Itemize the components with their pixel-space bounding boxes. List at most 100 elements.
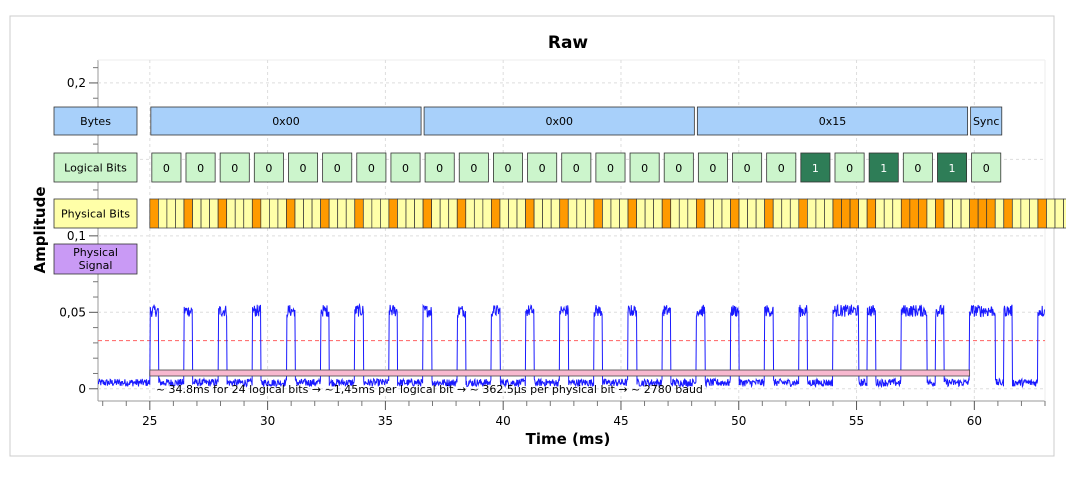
logical-bit-box — [834, 152, 865, 183]
logical-bit-label: 0 — [607, 162, 614, 175]
physical-bit-box — [405, 198, 415, 229]
physical-bit-box — [832, 198, 842, 229]
physical-bit-box — [209, 198, 219, 229]
physical-bit-box — [952, 198, 962, 229]
logical-bit-box — [356, 152, 387, 183]
physical-bit-box — [217, 198, 228, 229]
physical-bit-box — [807, 198, 817, 229]
physical-bit-box — [354, 198, 364, 229]
physical-bit-box — [294, 198, 304, 229]
logical-bit-label: 0 — [436, 162, 443, 175]
physical-bit-box — [226, 198, 236, 229]
physical-bit-box — [550, 198, 561, 229]
physical-bit-box — [918, 198, 928, 229]
byte-box — [970, 106, 1003, 136]
physical-bit-box — [849, 198, 859, 229]
byte-label: 0x15 — [819, 115, 847, 128]
physical-bit-box — [730, 198, 740, 229]
physical-bit-box — [602, 198, 612, 229]
physical-bit-box — [670, 198, 680, 229]
physical-bit-box — [969, 198, 979, 229]
physical-bit-box — [584, 198, 595, 229]
physical-bit-box — [482, 198, 492, 229]
physical-bit-box — [337, 198, 347, 229]
logical-bit-label: 0 — [573, 162, 580, 175]
physical-bit-box — [371, 198, 381, 229]
logical-bit-box — [766, 152, 797, 183]
physical-bit-box — [431, 198, 441, 229]
physical-bit-box — [704, 198, 714, 229]
physical-bit-box — [696, 198, 706, 229]
logical-bit-label: 0 — [846, 162, 853, 175]
logical-bit-box — [493, 152, 523, 183]
row-label: Physical Bits — [61, 208, 130, 221]
physical-bit-box — [721, 198, 731, 229]
logical-bit-label: 0 — [983, 162, 990, 175]
logical-bit-box — [151, 152, 182, 183]
annotation: ~ 34.8ms for 24 logical bits → ~1,45ms p… — [149, 369, 971, 396]
physical-bit-box — [789, 198, 800, 229]
physical-bit-box — [166, 198, 176, 229]
physical-bit-box — [465, 198, 475, 229]
physical-bit-box — [559, 198, 569, 229]
physical-bit-box — [935, 198, 945, 229]
logical-bit-label: 0 — [231, 162, 238, 175]
physical-bit-box — [533, 198, 543, 229]
x-axis-label: Time (ms) — [526, 430, 611, 448]
physical-bit-box — [781, 198, 791, 229]
physical-bit-box — [1020, 198, 1030, 229]
physical-bit-box — [388, 198, 398, 229]
physical-bit-box — [747, 198, 757, 229]
physical-bit-box — [960, 198, 970, 229]
logical-bit-label: 0 — [539, 162, 546, 175]
physical-bit-box — [491, 198, 501, 229]
y-axis-label: Amplitude — [31, 186, 49, 273]
physical-bit-box — [303, 198, 313, 229]
physical-bit-box — [926, 198, 936, 229]
physical-bit-box — [1046, 198, 1056, 229]
y-tick-label: 0,05 — [59, 305, 86, 319]
physical-bit-box — [798, 198, 808, 229]
physical-bit-box — [909, 198, 919, 229]
byte-label: 0x00 — [545, 115, 573, 128]
physical-bit-box — [192, 198, 202, 229]
physical-bit-box — [183, 198, 193, 229]
logical-bit-label: 0 — [470, 162, 477, 175]
physical-bit-box — [892, 198, 902, 229]
physical-bit-box — [158, 198, 168, 229]
y-tick-label: 0,1 — [67, 229, 86, 243]
logical-bit-box — [390, 152, 421, 183]
physical-bit-box — [1063, 198, 1066, 229]
logical-bit-box — [868, 152, 899, 183]
logical-bit-label: 0 — [744, 162, 751, 175]
physical-bit-box — [200, 198, 210, 229]
logical-bit-box — [663, 152, 694, 183]
logical-bit-box — [424, 152, 455, 183]
physical-bit-box — [1003, 198, 1013, 229]
logical-bit-label: 0 — [334, 162, 341, 175]
logical-bit-label: 0 — [778, 162, 785, 175]
physical-bit-box — [824, 198, 834, 229]
logical-bit-label: 0 — [914, 162, 921, 175]
physical-bit-box — [508, 198, 518, 229]
logical-bit-label: 0 — [504, 162, 511, 175]
logical-bit-box — [937, 152, 968, 183]
physical-bit-box — [994, 198, 1005, 229]
logical-bit-label: 0 — [368, 162, 375, 175]
logical-bit-label: 1 — [880, 162, 887, 175]
physical-bit-box — [234, 198, 245, 229]
physical-bit-box — [320, 198, 330, 229]
decoder-rows: Bytes Logical Bits Physical Bits PhysicalSi… — [53, 106, 1066, 275]
physical-bit-box — [738, 198, 748, 229]
physical-bit-box — [269, 198, 279, 229]
logical-bit-box — [971, 152, 1002, 183]
annotation-text: ~ 34.8ms for 24 logical bits → ~1,45ms p… — [156, 383, 703, 396]
logical-bit-label: 0 — [675, 162, 682, 175]
x-tick-label: 45 — [613, 414, 628, 428]
logical-bit-box — [697, 152, 728, 183]
physical-bit-box — [883, 198, 894, 229]
logical-bit-box — [902, 152, 933, 183]
physical-bit-box — [525, 198, 535, 229]
logical-bit-box — [322, 152, 353, 183]
